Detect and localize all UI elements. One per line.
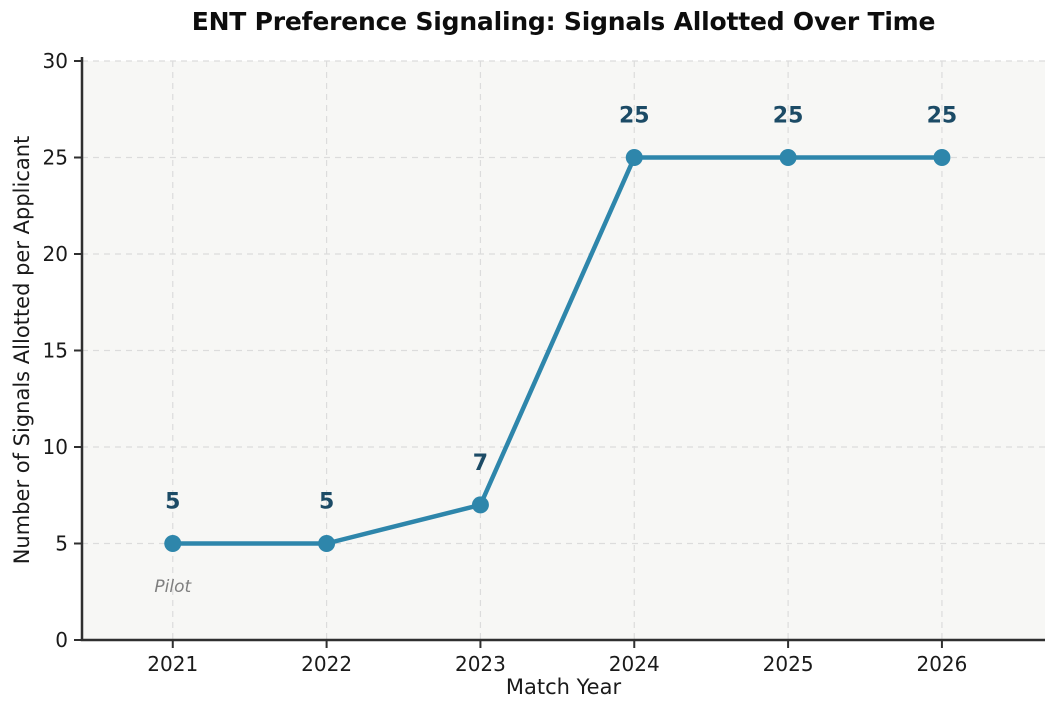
x-tick-label: 2021 <box>147 652 198 676</box>
x-tick-label: 2026 <box>916 652 967 676</box>
y-tick-label: 25 <box>43 146 68 170</box>
data-line <box>170 155 945 546</box>
x-tick-label: 2024 <box>609 652 660 676</box>
data-point-label: 25 <box>927 104 958 129</box>
data-point-label: 25 <box>619 104 650 129</box>
chart-title: ENT Preference Signaling: Signals Allott… <box>191 7 936 36</box>
y-tick-label: 5 <box>55 532 68 556</box>
y-tick-label: 20 <box>43 242 68 266</box>
data-point <box>625 149 643 166</box>
x-tick-label: 2025 <box>763 652 814 676</box>
x-tick-label: 2023 <box>455 652 506 676</box>
data-point <box>933 149 951 166</box>
data-point-label: 5 <box>319 490 334 515</box>
x-axis-label: Match Year <box>505 675 622 699</box>
y-tick-label: 30 <box>43 49 68 73</box>
data-point <box>779 149 797 166</box>
data-point-label: 25 <box>773 104 804 129</box>
y-tick-label: 15 <box>43 339 68 363</box>
data-point <box>164 535 182 552</box>
data-point-label: 7 <box>473 451 488 476</box>
data-point <box>471 496 489 514</box>
annotation-pilot: Pilot <box>154 577 192 597</box>
x-tick-label: 2022 <box>301 652 352 676</box>
data-point <box>318 535 336 552</box>
data-point-label: 5 <box>165 490 180 515</box>
y-tick-label: 10 <box>43 435 68 459</box>
y-tick-label: 0 <box>55 628 68 652</box>
